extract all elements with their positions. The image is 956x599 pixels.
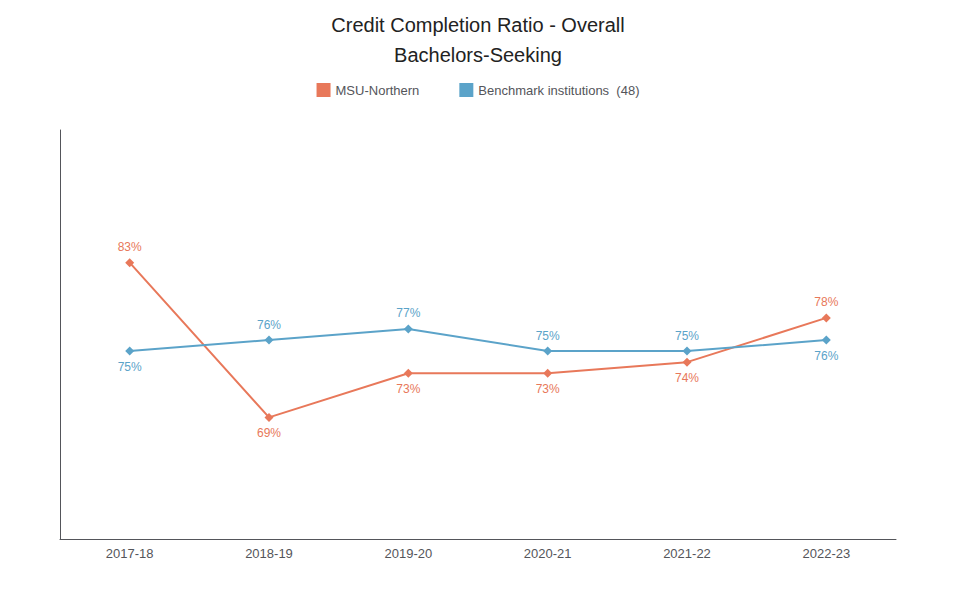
svg-text:83%: 83% xyxy=(118,240,142,254)
svg-text:74%: 74% xyxy=(675,371,699,385)
svg-text:73%: 73% xyxy=(396,382,420,396)
svg-text:2019-20: 2019-20 xyxy=(384,546,432,561)
svg-text:75%: 75% xyxy=(118,360,142,374)
svg-text:75%: 75% xyxy=(536,329,560,343)
svg-text:2017-18: 2017-18 xyxy=(106,546,154,561)
svg-text:76%: 76% xyxy=(814,349,838,363)
svg-text:75%: 75% xyxy=(675,329,699,343)
svg-text:2020-21: 2020-21 xyxy=(524,546,572,561)
svg-text:Credit Completion Ratio - Over: Credit Completion Ratio - Overall xyxy=(331,14,624,36)
svg-text:78%: 78% xyxy=(814,295,838,309)
svg-text:Benchmark institutions (48): Benchmark institutions (48) xyxy=(478,83,639,98)
svg-text:2022-23: 2022-23 xyxy=(802,546,850,561)
svg-text:73%: 73% xyxy=(536,382,560,396)
svg-text:MSU-Northern: MSU-Northern xyxy=(336,83,420,98)
svg-text:2018-19: 2018-19 xyxy=(245,546,293,561)
svg-text:69%: 69% xyxy=(257,426,281,440)
svg-text:Bachelors-Seeking: Bachelors-Seeking xyxy=(394,44,562,66)
svg-text:77%: 77% xyxy=(396,306,420,320)
svg-text:2021-22: 2021-22 xyxy=(663,546,711,561)
svg-text:76%: 76% xyxy=(257,318,281,332)
